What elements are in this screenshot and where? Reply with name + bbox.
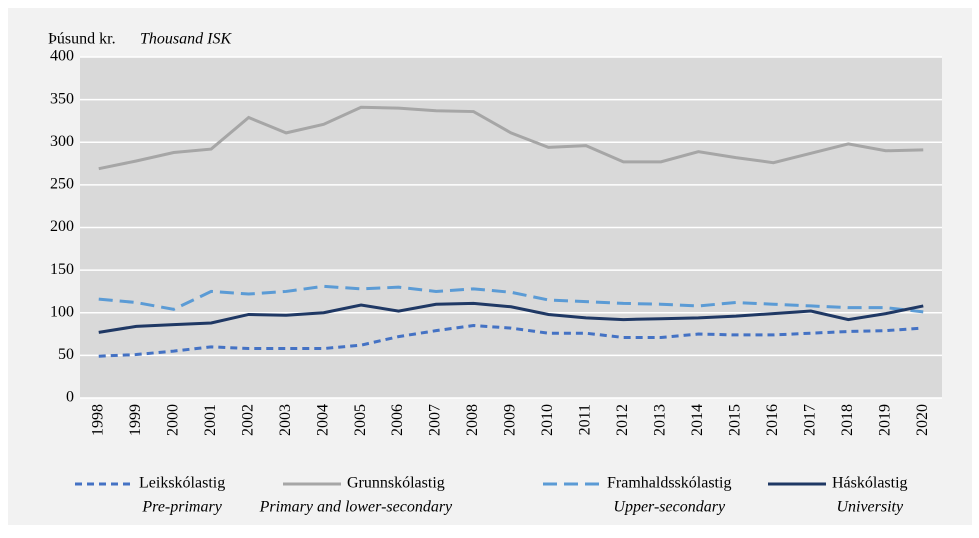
x-tick-label: 2014 <box>689 404 706 436</box>
x-tick-label: 1998 <box>89 404 106 436</box>
legend-label: Háskólastig <box>832 475 908 492</box>
x-tick-label: 2007 <box>427 404 444 436</box>
x-tick-label: 2019 <box>876 404 893 436</box>
x-tick-label: 2018 <box>839 404 856 436</box>
x-tick-label: 2009 <box>502 404 519 436</box>
legend-label-en: Primary and lower-secondary <box>259 499 453 516</box>
x-tick-label: 2017 <box>801 404 818 436</box>
line <box>98 301 924 334</box>
x-tick-label: 1999 <box>127 404 144 436</box>
x-tick-label: 2020 <box>914 404 931 436</box>
legend-label-en: Pre-primary <box>141 499 222 516</box>
y-tick-label: 300 <box>50 133 74 150</box>
y-label: Þúsund kr. <box>48 31 116 48</box>
x-tick-label: 2012 <box>614 404 631 436</box>
y-tick-label: 350 <box>50 90 74 107</box>
y-tick-label: 400 <box>50 48 74 65</box>
x-tick-label: 2008 <box>464 404 481 436</box>
x-tick-label: 2002 <box>239 404 256 436</box>
y-tick-label: 100 <box>50 303 74 320</box>
x-tick-label: 2003 <box>277 404 294 436</box>
y-tick-label: 200 <box>50 218 74 235</box>
legend-label: Leikskólastig <box>139 475 225 492</box>
legend-label-en: University <box>836 499 904 516</box>
legend-label: Grunnskólastig <box>347 475 445 492</box>
x-tick-label: 2004 <box>314 404 331 436</box>
x-tick-label: 2016 <box>764 404 781 436</box>
x-tick-label: 2010 <box>539 404 556 436</box>
line <box>98 284 924 314</box>
line <box>98 324 924 358</box>
x-tick-label: 2005 <box>352 404 369 436</box>
y-tick-label: 0 <box>66 389 74 406</box>
legend-label: Framhaldsskólastig <box>607 475 731 492</box>
x-tick-label: 2011 <box>577 404 594 435</box>
y-label-en: Thousand ISK <box>140 31 232 48</box>
x-tick-label: 2013 <box>652 404 669 436</box>
x-tick-label: 2015 <box>727 404 744 436</box>
y-tick-label: 250 <box>50 176 74 193</box>
line <box>98 105 924 171</box>
y-tick-label: 150 <box>50 261 74 278</box>
x-tick-label: 2006 <box>389 404 406 436</box>
legend-label-en: Upper-secondary <box>613 499 726 516</box>
x-tick-label: 2001 <box>202 404 219 436</box>
y-tick-label: 50 <box>58 346 74 363</box>
x-tick-label: 2000 <box>164 404 181 436</box>
